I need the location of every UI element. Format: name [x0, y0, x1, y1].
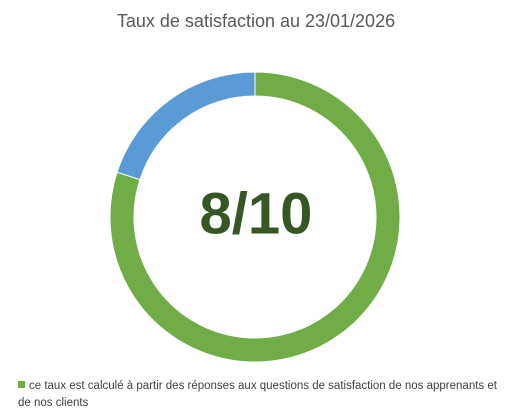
donut: [109, 71, 401, 363]
legend: ce taux est calculé à partir des réponse…: [18, 378, 508, 412]
donut-slice: [116, 71, 256, 181]
donut-slice: [109, 71, 401, 363]
legend-label: ce taux est calculé à partir des réponse…: [18, 380, 497, 409]
legend-swatch: [18, 381, 25, 388]
chart-title: Taux de satisfaction au 23/01/2026: [117, 11, 395, 31]
center-label: 8/10: [200, 181, 313, 246]
